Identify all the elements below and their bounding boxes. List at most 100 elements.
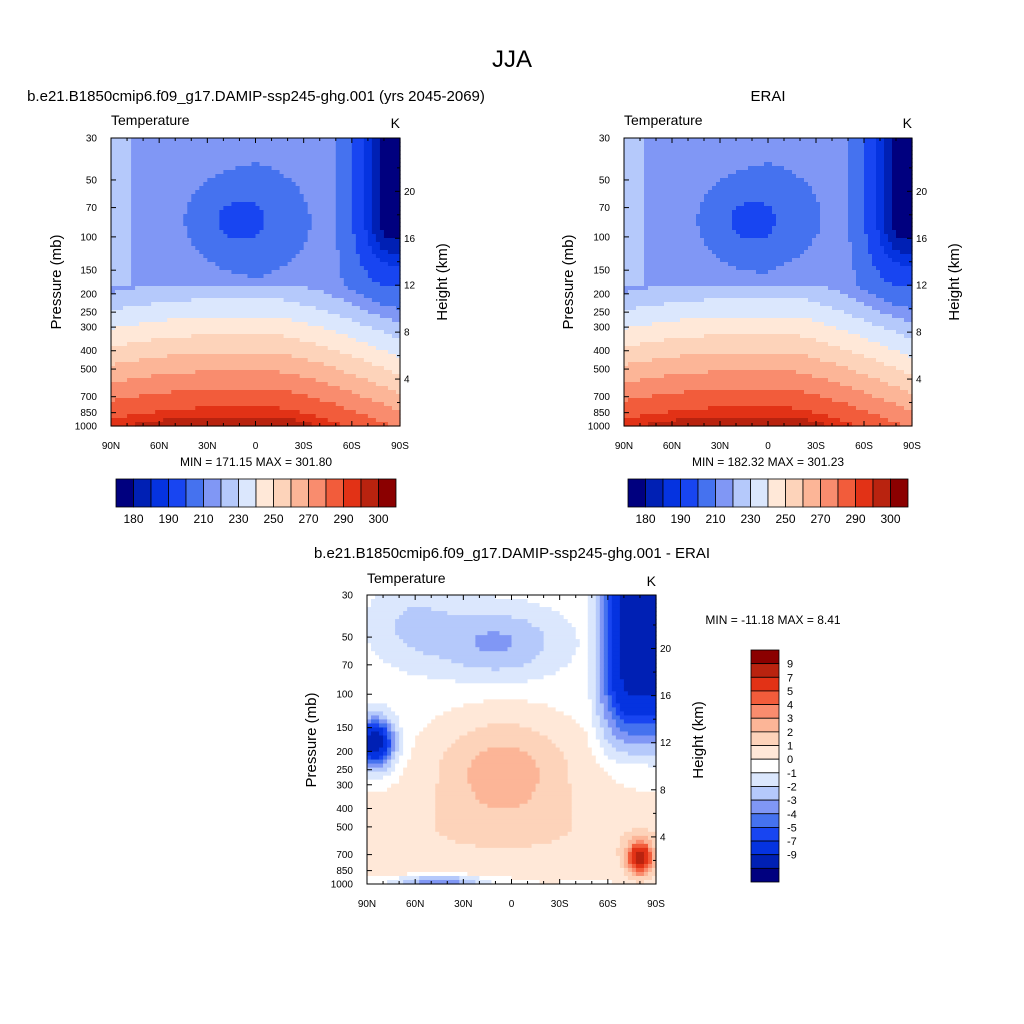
field-cell: [856, 278, 885, 283]
field-cell: [111, 350, 341, 355]
field-cell: [291, 318, 353, 323]
field-cell: [371, 190, 381, 195]
field-cell: [367, 599, 372, 604]
field-cell: [880, 274, 913, 279]
field-cell: [599, 743, 613, 749]
field-cell: [367, 747, 380, 753]
field-cell: [884, 218, 893, 223]
field-cell: [595, 679, 601, 684]
field-cell: [111, 386, 341, 391]
field-cell: [335, 238, 357, 243]
field-cell: [595, 599, 601, 604]
field-cell: [351, 210, 365, 215]
field-cell: [624, 326, 629, 331]
field-cell: [623, 683, 657, 688]
field-cell: [419, 879, 460, 885]
field-cell: [872, 262, 901, 267]
field-cell: [303, 194, 337, 199]
field-cell: [335, 158, 353, 163]
field-cell: [904, 406, 913, 411]
field-cell: [627, 851, 633, 857]
field-cell: [403, 771, 440, 777]
field-cell: [367, 751, 384, 757]
field-cell: [900, 422, 913, 427]
field-cell: [151, 338, 301, 343]
field-cell: [587, 647, 597, 652]
field-cell: [187, 234, 228, 239]
field-cell: [575, 627, 589, 632]
y2-tick-label: 8: [660, 785, 666, 796]
panel-model-title: b.e21.B1850cmip6.f09_g17.DAMIP-ssp245-gh…: [27, 88, 485, 105]
field-cell: [379, 302, 401, 307]
field-cell: [391, 751, 396, 757]
field-cell: [567, 831, 625, 837]
field-cell: [876, 194, 885, 199]
field-cell: [539, 627, 577, 632]
field-cell: [868, 374, 913, 379]
field-cell: [571, 655, 589, 660]
field-cell: [708, 406, 793, 411]
field-cell: [647, 867, 653, 873]
field-cell: [111, 182, 132, 187]
field-cell: [595, 699, 601, 704]
field-cell: [111, 262, 132, 267]
field-cell: [111, 362, 116, 367]
field-cell: [431, 607, 553, 612]
field-cell: [395, 735, 400, 741]
y-tick-label: 250: [80, 308, 97, 319]
field-cell: [367, 807, 436, 813]
field-cell: [872, 254, 889, 259]
field-cell: [367, 759, 384, 765]
field-cell: [603, 651, 609, 656]
field-cell: [607, 627, 613, 632]
field-cell: [619, 859, 625, 865]
field-cell: [852, 266, 877, 271]
field-cell: [872, 258, 893, 263]
field-cell: [371, 326, 401, 331]
colorbar-label: 190: [670, 512, 690, 526]
field-cell: [884, 170, 893, 175]
field-cell: [311, 214, 337, 219]
panel-obs-variable: Temperature: [624, 112, 703, 128]
field-cell: [644, 198, 705, 203]
field-cell: [848, 238, 869, 243]
field-cell: [363, 198, 373, 203]
colorbar-label: -3: [787, 795, 797, 807]
field-cell: [876, 170, 885, 175]
field-cell: [664, 374, 813, 379]
field-cell: [876, 142, 885, 147]
field-cell: [624, 174, 645, 179]
colorbar-label: -2: [787, 781, 797, 793]
field-cell: [603, 635, 609, 640]
field-cell: [624, 286, 649, 291]
field-cell: [643, 839, 653, 845]
field-cell: [111, 210, 132, 215]
field-cell: [860, 334, 905, 339]
field-cell: [696, 222, 733, 227]
field-cell: [884, 362, 913, 367]
field-cell: [756, 270, 769, 275]
field-cell: [335, 330, 385, 335]
field-cell: [131, 178, 208, 183]
field-cell: [888, 418, 913, 423]
field-cell: [644, 238, 705, 243]
field-cell: [343, 370, 393, 375]
field-cell: [615, 851, 625, 857]
field-cell: [131, 258, 208, 263]
field-cell: [900, 350, 913, 355]
field-cell: [351, 190, 365, 195]
field-cell: [772, 210, 821, 215]
field-cell: [587, 599, 597, 604]
field-cell: [848, 330, 897, 335]
field-cell: [611, 607, 621, 612]
y-tick-label: 400: [336, 804, 353, 815]
field-cell: [619, 707, 657, 712]
field-cell: [551, 739, 589, 745]
x-tick-label: 90S: [903, 441, 921, 452]
field-cell: [363, 194, 373, 199]
field-cell: [379, 723, 388, 729]
field-cell: [131, 190, 196, 195]
field-cell: [111, 278, 132, 283]
field-cell: [395, 763, 408, 769]
field-cell: [351, 206, 365, 211]
